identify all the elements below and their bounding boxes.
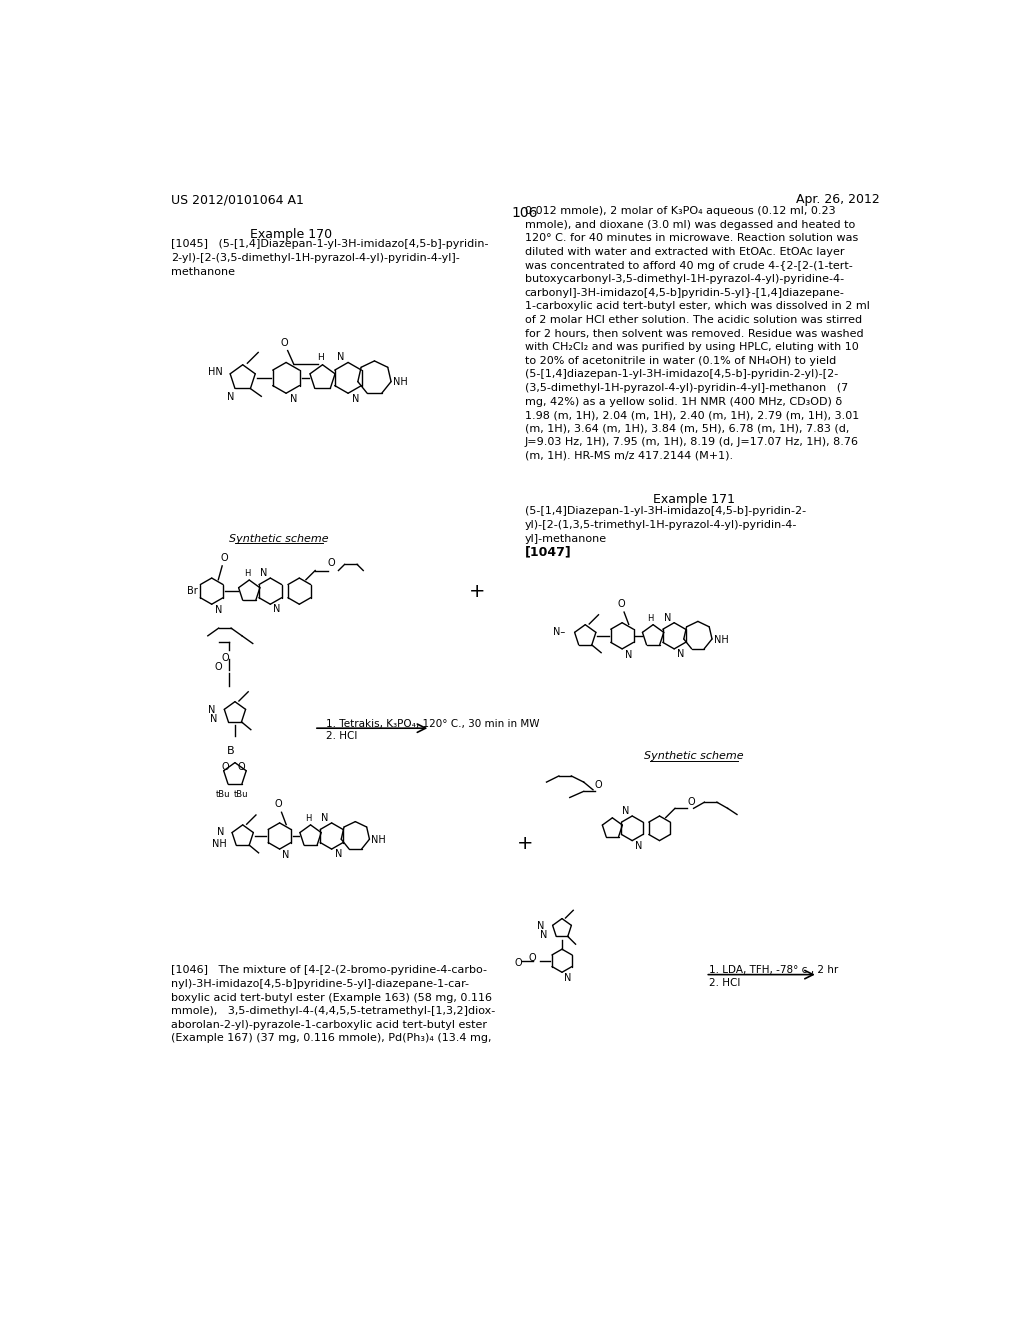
Text: O: O bbox=[221, 762, 229, 772]
Text: US 2012/0101064 A1: US 2012/0101064 A1 bbox=[171, 193, 303, 206]
Text: Synthetic scheme: Synthetic scheme bbox=[229, 535, 329, 544]
Text: N: N bbox=[352, 395, 359, 404]
Text: 1. Tetrakis, K₃PO₄, 120° C., 30 min in MW: 1. Tetrakis, K₃PO₄, 120° C., 30 min in M… bbox=[326, 719, 539, 729]
Text: N: N bbox=[538, 921, 545, 931]
Text: N: N bbox=[211, 714, 218, 725]
Text: N: N bbox=[564, 973, 571, 983]
Text: 0.012 mmole), 2 molar of K₃PO₄ aqueous (0.12 ml, 0.23
mmole), and dioxane (3.0 m: 0.012 mmole), 2 molar of K₃PO₄ aqueous (… bbox=[524, 206, 869, 461]
Text: O: O bbox=[687, 797, 695, 807]
Text: H: H bbox=[647, 614, 654, 623]
Text: N: N bbox=[283, 850, 290, 859]
Text: Apr. 26, 2012: Apr. 26, 2012 bbox=[796, 193, 880, 206]
Text: tBu: tBu bbox=[216, 791, 230, 799]
Text: H: H bbox=[305, 814, 311, 822]
Text: HN: HN bbox=[208, 367, 222, 376]
Text: O: O bbox=[220, 553, 228, 562]
Text: N: N bbox=[217, 828, 224, 837]
Text: NH: NH bbox=[212, 838, 227, 849]
Text: Synthetic scheme: Synthetic scheme bbox=[644, 751, 743, 762]
Text: NH: NH bbox=[714, 635, 728, 644]
Text: +: + bbox=[517, 834, 534, 853]
Text: O: O bbox=[214, 661, 222, 672]
Text: N: N bbox=[623, 807, 630, 816]
Text: B: B bbox=[227, 746, 234, 756]
Text: tBu: tBu bbox=[234, 791, 249, 799]
Text: O: O bbox=[281, 338, 289, 347]
Text: 1. LDA, TFH, -78° c., 2 hr: 1. LDA, TFH, -78° c., 2 hr bbox=[710, 965, 839, 975]
Text: O: O bbox=[617, 599, 625, 609]
Text: NH: NH bbox=[393, 378, 408, 388]
Text: Br: Br bbox=[187, 586, 198, 597]
Text: 2. HCl: 2. HCl bbox=[710, 978, 740, 989]
Text: N: N bbox=[540, 931, 547, 940]
Text: N: N bbox=[273, 605, 281, 614]
Text: Example 171: Example 171 bbox=[652, 494, 735, 507]
Text: N: N bbox=[625, 649, 633, 660]
Text: 2. HCl: 2. HCl bbox=[326, 731, 357, 742]
Text: O: O bbox=[238, 762, 246, 772]
Text: [1047]: [1047] bbox=[524, 545, 571, 558]
Text: N: N bbox=[208, 705, 215, 715]
Text: N: N bbox=[322, 813, 329, 822]
Text: N: N bbox=[335, 849, 342, 859]
Text: O: O bbox=[595, 780, 602, 789]
Text: N: N bbox=[226, 392, 234, 401]
Text: [1046]   The mixture of [4-[2-(2-bromo-pyridine-4-carbo-
nyl)-3H-imidazo[4,5-b]p: [1046] The mixture of [4-[2-(2-bromo-pyr… bbox=[171, 965, 495, 1043]
Text: N: N bbox=[677, 649, 684, 659]
Text: N: N bbox=[635, 841, 642, 850]
Text: O: O bbox=[222, 653, 229, 663]
Text: N: N bbox=[290, 395, 298, 404]
Text: O: O bbox=[274, 799, 283, 809]
Text: O: O bbox=[528, 953, 537, 964]
Text: O: O bbox=[328, 558, 335, 568]
Text: N: N bbox=[215, 605, 222, 615]
Text: N: N bbox=[664, 612, 672, 623]
Text: N: N bbox=[337, 351, 344, 362]
Text: H: H bbox=[316, 354, 324, 363]
Text: Example 170: Example 170 bbox=[250, 227, 332, 240]
Text: +: + bbox=[469, 582, 485, 601]
Text: NH: NH bbox=[371, 836, 386, 845]
Text: O: O bbox=[515, 958, 522, 968]
Text: H: H bbox=[244, 569, 250, 578]
Text: (5-[1,4]Diazepan-1-yl-3H-imidazo[4,5-b]-pyridin-2-
yl)-[2-(1,3,5-trimethyl-1H-py: (5-[1,4]Diazepan-1-yl-3H-imidazo[4,5-b]-… bbox=[524, 507, 806, 544]
Text: [1045]   (5-[1,4]Diazepan-1-yl-3H-imidazo[4,5-b]-pyridin-
2-yl)-[2-(3,5-dimethyl: [1045] (5-[1,4]Diazepan-1-yl-3H-imidazo[… bbox=[171, 239, 488, 277]
Text: N–: N– bbox=[553, 627, 565, 636]
Text: N: N bbox=[260, 568, 267, 578]
Text: 106: 106 bbox=[512, 206, 538, 220]
